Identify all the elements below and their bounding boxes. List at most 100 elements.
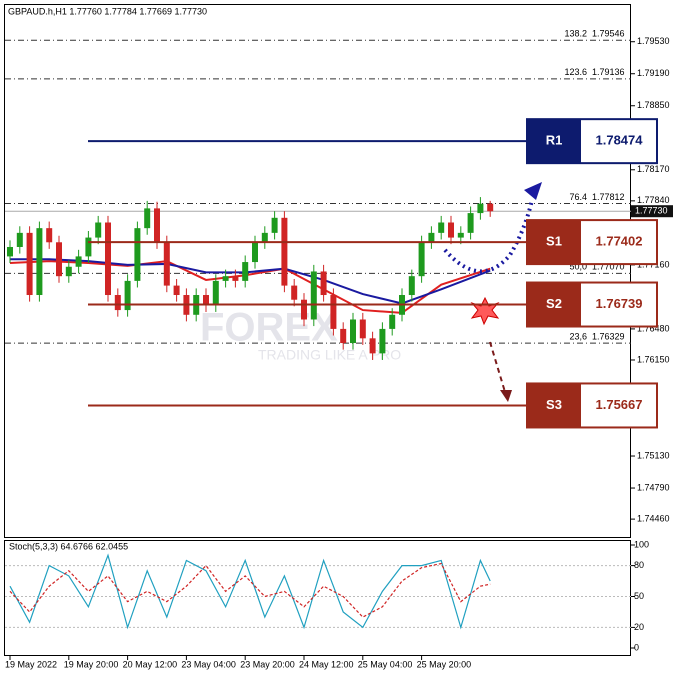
stoch-tick-label: 80: [634, 560, 644, 570]
stoch-tick-label: 0: [634, 642, 639, 652]
candle-body: [252, 242, 258, 263]
x-tick-label: 24 May 12:00: [299, 659, 354, 669]
candle-body: [242, 262, 249, 281]
level-name: R1: [546, 133, 563, 148]
candle-body: [330, 295, 337, 329]
y-tick-label: 1.77840: [637, 195, 670, 205]
stoch-title: Stoch(5,3,3) 64.6766 62.0455: [9, 541, 128, 551]
candle-body: [46, 228, 53, 243]
candle-body: [301, 299, 307, 320]
candle-body: [340, 328, 347, 344]
level-value: 1.77402: [596, 234, 643, 249]
candle-body: [36, 228, 43, 296]
candle-body: [173, 285, 180, 296]
candle-body: [75, 256, 82, 267]
break-star: [470, 296, 500, 326]
x-tick-label: 19 May 20:00: [64, 659, 119, 669]
candle-body: [310, 271, 317, 320]
y-tick-label: 1.75130: [637, 450, 670, 460]
candle-body: [105, 222, 111, 296]
candle-body: [418, 242, 425, 277]
level-tag: [527, 383, 581, 428]
x-tick-label: 25 May 04:00: [358, 659, 413, 669]
candle-body: [124, 280, 131, 311]
candle-body: [114, 295, 121, 311]
candle-body: [408, 276, 415, 296]
candle-body: [222, 276, 229, 281]
candle-body: [212, 280, 219, 306]
chart-title: GBPAUD.h,H1 1.77760 1.77784 1.77669 1.77…: [8, 6, 207, 16]
fib-ratio: 50,0: [569, 262, 587, 272]
x-tick-label: 20 May 12:00: [123, 659, 178, 669]
candle-body: [134, 228, 141, 281]
y-tick-label: 1.79190: [637, 68, 670, 78]
watermark-sub: TRADING LIKE A PRO: [258, 347, 401, 363]
x-tick-label: 23 May 20:00: [240, 659, 295, 669]
candle-body: [438, 222, 445, 233]
candle-body: [448, 222, 454, 238]
stoch-panel: [4, 540, 631, 656]
candle-body: [477, 203, 484, 214]
candle-body: [65, 266, 72, 277]
candle-body: [487, 203, 494, 212]
level-tag: [527, 119, 581, 164]
level-name: S1: [546, 234, 562, 249]
y-tick-label: 1.79530: [637, 36, 670, 46]
stoch-tick-label: 100: [634, 539, 649, 549]
candle-body: [16, 232, 23, 247]
candle-body: [154, 208, 160, 243]
fib-ratio: 123.6: [564, 67, 587, 77]
bullish-arrow: [443, 199, 534, 274]
candle-body: [261, 232, 268, 243]
level-tag: [527, 282, 581, 327]
y-tick-label: 1.76150: [637, 354, 670, 364]
candle-body: [281, 217, 288, 286]
x-tick-label: 25 May 20:00: [417, 659, 472, 669]
plot-layer: [5, 39, 631, 360]
arrow-head: [500, 390, 512, 402]
candle-body: [85, 237, 92, 257]
fib-ratio: 138.2: [564, 29, 587, 39]
candle-body: [95, 222, 102, 238]
candle-body: [350, 319, 356, 344]
current-price-label: 1.77730: [635, 206, 668, 216]
x-tick-label: 19 May 2022: [5, 659, 57, 669]
fib-price: 1.76329: [592, 332, 625, 342]
y-tick-label: 1.78850: [637, 100, 670, 110]
level-name: S2: [546, 296, 562, 311]
candle-body: [428, 232, 435, 243]
y-tick-label: 1.78170: [637, 164, 670, 174]
level-value: 1.76739: [596, 296, 643, 311]
fib-price: 1.77812: [592, 192, 625, 202]
candle-body: [203, 295, 209, 306]
candle-body: [144, 208, 151, 229]
candle-body: [163, 242, 170, 286]
candle-body: [232, 276, 239, 281]
level-tag: [527, 220, 581, 265]
fib-price: 1.77070: [592, 262, 625, 272]
candle-body: [320, 271, 327, 296]
stoch-tick-label: 50: [634, 591, 644, 601]
level-name: S3: [546, 397, 562, 412]
fib-price: 1.79546: [592, 29, 625, 39]
candle-body: [389, 314, 396, 329]
current-price-box: [631, 205, 673, 218]
fib-ratio: 23,6: [569, 332, 587, 342]
candle-body: [359, 319, 366, 339]
candle-body: [379, 328, 386, 354]
level-value: 1.75667: [596, 397, 643, 412]
candle-body: [291, 285, 298, 300]
candle-body: [271, 217, 278, 233]
candle-body: [26, 232, 33, 296]
candle-body: [457, 232, 464, 238]
y-tick-label: 1.74790: [637, 482, 670, 492]
candle-body: [56, 242, 62, 277]
stoch-main: [9, 553, 491, 630]
arrow-head: [524, 182, 542, 200]
stoch-tick-label: 20: [634, 622, 644, 632]
stoch-signal: [9, 562, 491, 618]
candle-body: [7, 246, 13, 257]
fib-ratio: 76.4: [569, 192, 587, 202]
